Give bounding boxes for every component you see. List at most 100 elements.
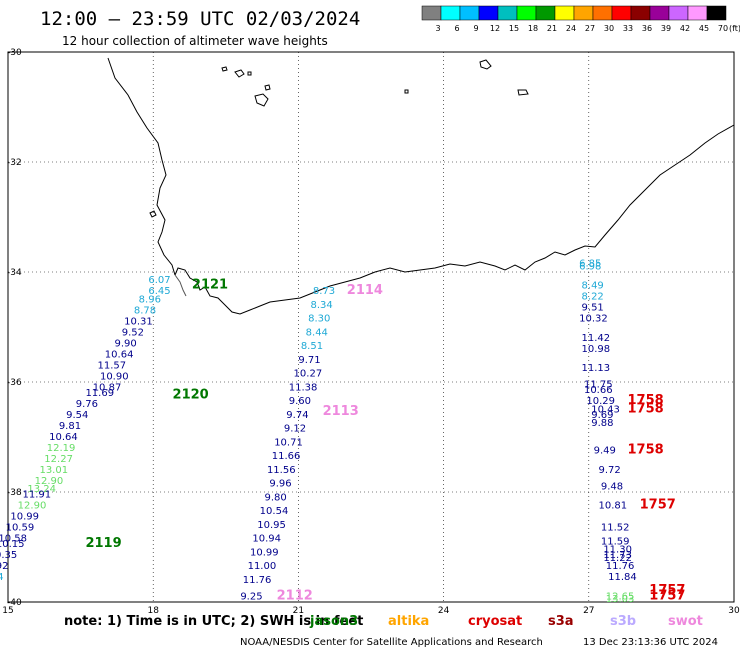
- wave-height-value: 10.15: [0, 539, 25, 550]
- wave-height-value: 8.34: [311, 300, 333, 311]
- wave-height-value: 13.03: [606, 594, 635, 605]
- wave-height-value: 10.32: [579, 314, 608, 325]
- legend-swatch: [478, 5, 499, 21]
- satellite-legend: jason3 altika cryosat s3a s3b swot: [309, 614, 703, 629]
- legend-label: 18: [528, 24, 538, 33]
- x-tick-label: 18: [147, 606, 159, 616]
- legend-label: 42: [680, 24, 690, 33]
- island: [254, 93, 269, 107]
- wave-height-value: 9.92: [0, 561, 8, 572]
- wave-height-value: 6.85: [579, 259, 601, 270]
- wave-height-value: 11.52: [601, 523, 630, 534]
- wave-height-value: 11.42: [582, 333, 611, 344]
- note-line: note: 1) Time is in UTC; 2) SWH is in fe…: [64, 614, 703, 629]
- wave-height-value: 13.01: [39, 465, 68, 476]
- coastal-shelf-line: [174, 274, 187, 297]
- wave-height-value: 10.27: [294, 369, 323, 380]
- wave-height-value: 10.87: [93, 382, 122, 393]
- wave-height-value: 11.59: [601, 536, 630, 547]
- color-scale-legend: 3 6 9 12 15 18 21 24 27 30 33 36 39 42 45 70 (ft): [421, 5, 740, 33]
- legend-label: 36: [642, 24, 652, 33]
- wave-height-value: 10.31: [124, 316, 153, 327]
- wave-height-value: 12.65: [606, 591, 635, 602]
- map-subtitle: 12 hour collection of altimeter wave hei…: [62, 34, 328, 48]
- wave-height-value: 12.90: [18, 501, 47, 512]
- note-text: note: 1) Time is in UTC; 2) SWH is in fe…: [64, 614, 363, 629]
- wave-height-value: 6.07: [148, 275, 170, 286]
- wave-height-value: 9.74: [286, 410, 308, 421]
- wave-height-value: 10.99: [10, 512, 39, 523]
- satellite-name: s3b: [610, 614, 636, 629]
- satellite-name: jason3: [309, 614, 358, 629]
- wave-height-value: 10.95: [257, 520, 286, 531]
- y-tick-label: -38: [7, 488, 22, 498]
- pass-time-label: 2112: [277, 588, 313, 603]
- satellite-name: swot: [668, 614, 703, 629]
- wave-height-value: 11.73: [603, 550, 632, 561]
- legend-swatch: [611, 5, 632, 21]
- plot-frame: [7, 51, 735, 603]
- legend-unit: (ft): [729, 24, 740, 33]
- y-tick-label: -32: [7, 158, 22, 168]
- x-tick-label: 24: [438, 606, 450, 616]
- legend-label: 6: [454, 24, 459, 33]
- pass-time-label: 1758: [628, 393, 664, 408]
- wave-height-value: 9.49: [594, 446, 616, 457]
- wave-height-value: 11.00: [248, 561, 277, 572]
- legend-swatch: [554, 5, 575, 21]
- wave-height-value: 9.88: [591, 418, 613, 429]
- y-tick-label: -34: [7, 268, 22, 278]
- legend-label: 70: [718, 24, 728, 33]
- legend-label: 45: [699, 24, 709, 33]
- wave-height-value: 9.48: [601, 481, 623, 492]
- wave-height-value: 8.78: [134, 305, 156, 316]
- pass-time-label: 2119: [85, 536, 121, 551]
- wave-height-value: 13.24: [27, 484, 56, 495]
- wave-height-value: 10.98: [582, 344, 611, 355]
- satellite-name: altika: [388, 614, 429, 629]
- wave-height-value: 12.90: [35, 476, 64, 487]
- wave-height-value: 10.58: [0, 534, 27, 545]
- pass-time-label: 2113: [323, 404, 359, 419]
- legend-label: 15: [509, 24, 519, 33]
- pass-time-label: 1757: [640, 498, 676, 513]
- legend-label: 9: [473, 24, 478, 33]
- wave-readings: 6.076.458.968.7810.319.529.9010.6411.571…: [0, 259, 685, 606]
- coastline: [107, 57, 735, 315]
- wave-height-value: 8.51: [301, 341, 323, 352]
- wave-height-value: 8.94: [0, 572, 4, 583]
- wave-height-value: 10.90: [100, 371, 129, 382]
- wave-height-value: 10.64: [105, 349, 134, 360]
- wave-height-value: 11.66: [272, 451, 301, 462]
- wave-height-value: 10.81: [598, 501, 627, 512]
- island: [264, 84, 271, 91]
- legend-swatch: [630, 5, 651, 21]
- wave-height-value: 8.44: [306, 327, 328, 338]
- legend-label: 39: [661, 24, 671, 33]
- wave-height-value: 12.19: [47, 443, 76, 454]
- axis-ticks: 15 18 21 24 27 30 -30 -32 -34 -36 -38 -40: [2, 48, 740, 616]
- pass-time-label: 1757: [649, 588, 685, 603]
- pass-time-label: 2121: [192, 278, 228, 293]
- legend-swatch: [687, 5, 708, 21]
- wave-height-value: 11.91: [23, 490, 52, 501]
- wave-height-value: 9.90: [114, 338, 136, 349]
- wave-height-value: 8.49: [582, 281, 604, 292]
- satellite-name: s3a: [548, 614, 574, 629]
- legend-swatch: [573, 5, 594, 21]
- wave-height-value: 9.12: [284, 424, 306, 435]
- wave-height-value: 6.45: [148, 286, 170, 297]
- legend-swatch: [668, 5, 689, 21]
- legend-label: 24: [566, 24, 576, 33]
- plot-area: 15 18 21 24 27 30-30-32-34-36-38-40 6.076.458…: [0, 48, 740, 616]
- wave-height-value: 12.27: [44, 454, 73, 465]
- wave-height-value: 8.96: [139, 294, 161, 305]
- wave-height-value: 10.71: [274, 437, 303, 448]
- legend-swatch: [706, 5, 727, 21]
- wave-height-value: 10.43: [591, 404, 620, 415]
- wave-height-value: 8.22: [582, 292, 604, 303]
- south-coast-line: [174, 124, 735, 315]
- legend-swatch: [649, 5, 670, 21]
- y-tick-label: -30: [7, 48, 22, 58]
- wave-height-value: 10.54: [260, 506, 289, 517]
